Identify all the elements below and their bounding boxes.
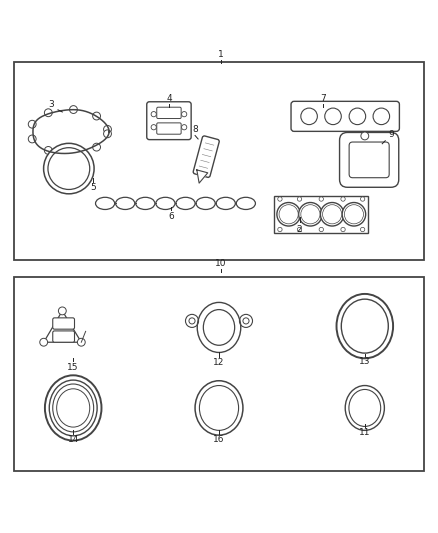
- Text: 14: 14: [67, 435, 79, 444]
- Text: 12: 12: [213, 358, 225, 367]
- Circle shape: [44, 143, 94, 194]
- Circle shape: [70, 106, 78, 114]
- Ellipse shape: [236, 197, 255, 209]
- Circle shape: [58, 307, 66, 315]
- Text: 10: 10: [215, 259, 227, 268]
- Circle shape: [322, 205, 342, 224]
- Circle shape: [361, 132, 369, 140]
- Bar: [14, 62, 424, 260]
- Circle shape: [341, 228, 345, 232]
- Circle shape: [28, 135, 36, 143]
- Text: 13: 13: [359, 358, 371, 367]
- Ellipse shape: [156, 197, 175, 209]
- Text: 9: 9: [389, 131, 395, 140]
- Circle shape: [279, 205, 298, 224]
- FancyBboxPatch shape: [53, 331, 74, 342]
- FancyBboxPatch shape: [53, 318, 74, 329]
- Circle shape: [48, 148, 90, 189]
- Circle shape: [277, 203, 300, 226]
- FancyBboxPatch shape: [157, 123, 181, 134]
- Circle shape: [70, 150, 78, 158]
- Circle shape: [342, 203, 366, 226]
- Circle shape: [151, 125, 156, 130]
- Ellipse shape: [341, 299, 389, 353]
- Circle shape: [319, 228, 323, 232]
- Ellipse shape: [216, 197, 235, 209]
- Circle shape: [243, 318, 249, 324]
- Circle shape: [344, 205, 364, 224]
- Ellipse shape: [95, 197, 115, 209]
- Circle shape: [341, 197, 345, 201]
- FancyBboxPatch shape: [157, 107, 181, 118]
- Circle shape: [44, 109, 52, 117]
- Circle shape: [319, 197, 323, 201]
- Circle shape: [182, 125, 187, 130]
- Text: 11: 11: [359, 429, 371, 438]
- Circle shape: [297, 228, 302, 232]
- Circle shape: [44, 147, 52, 155]
- Ellipse shape: [196, 197, 215, 209]
- Text: 15: 15: [67, 362, 79, 372]
- Text: 8: 8: [192, 125, 198, 134]
- Circle shape: [93, 143, 100, 151]
- Text: 6: 6: [168, 212, 174, 221]
- Circle shape: [28, 120, 36, 128]
- Circle shape: [93, 112, 100, 120]
- Polygon shape: [197, 170, 208, 183]
- Text: 3: 3: [49, 100, 54, 109]
- Circle shape: [297, 197, 302, 201]
- FancyBboxPatch shape: [193, 136, 219, 177]
- Circle shape: [151, 111, 156, 117]
- Circle shape: [40, 338, 48, 346]
- Text: 7: 7: [321, 94, 326, 103]
- Ellipse shape: [203, 310, 235, 345]
- Text: 1: 1: [218, 50, 224, 59]
- Ellipse shape: [136, 197, 155, 209]
- Ellipse shape: [199, 385, 239, 430]
- Circle shape: [103, 130, 111, 138]
- Circle shape: [299, 203, 322, 226]
- Ellipse shape: [325, 108, 341, 125]
- Ellipse shape: [116, 197, 135, 209]
- Ellipse shape: [176, 197, 195, 209]
- Circle shape: [189, 318, 195, 324]
- Text: 5: 5: [90, 183, 95, 192]
- Ellipse shape: [301, 108, 318, 125]
- Circle shape: [301, 205, 320, 224]
- Circle shape: [360, 197, 365, 201]
- Circle shape: [182, 111, 187, 117]
- Circle shape: [360, 228, 365, 232]
- Bar: [14, 277, 424, 471]
- Circle shape: [321, 203, 344, 226]
- Text: 16: 16: [213, 435, 225, 444]
- Ellipse shape: [349, 390, 381, 426]
- FancyBboxPatch shape: [349, 142, 389, 177]
- Ellipse shape: [373, 108, 390, 125]
- Ellipse shape: [349, 108, 366, 125]
- Circle shape: [78, 338, 85, 346]
- Circle shape: [103, 125, 111, 133]
- Text: 4: 4: [166, 94, 172, 103]
- Circle shape: [278, 197, 282, 201]
- Circle shape: [278, 228, 282, 232]
- Text: 2: 2: [297, 225, 302, 233]
